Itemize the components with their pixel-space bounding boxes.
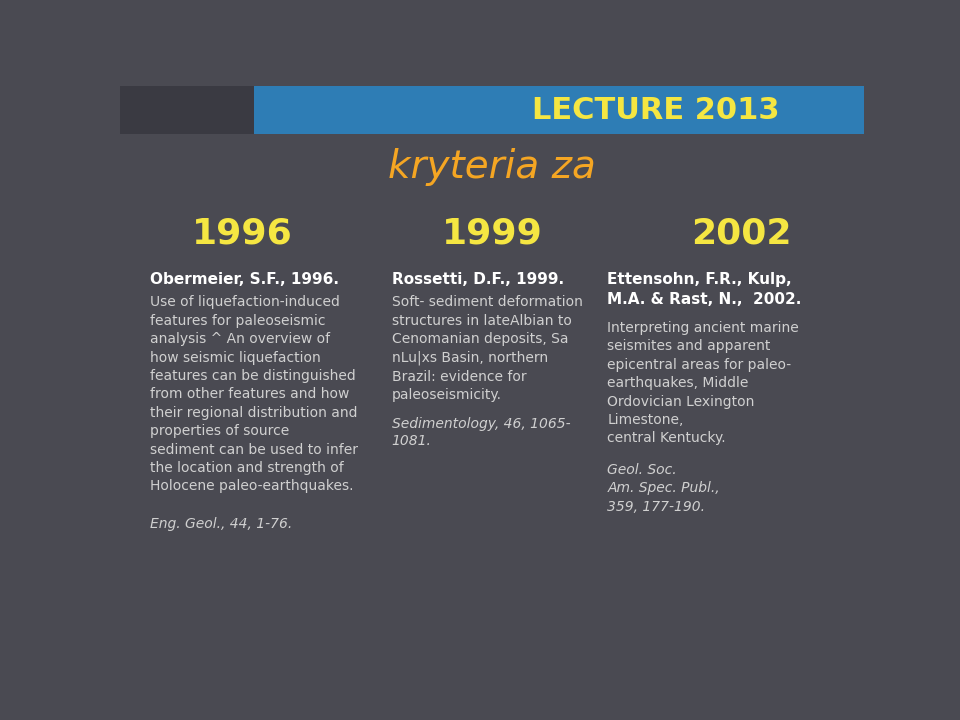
Text: Rossetti, D.F., 1999.: Rossetti, D.F., 1999. (392, 272, 564, 287)
Text: kryteria za: kryteria za (388, 148, 596, 186)
FancyBboxPatch shape (120, 86, 864, 133)
Text: Geol. Soc.
Am. Spec. Publ.,
359, 177-190.: Geol. Soc. Am. Spec. Publ., 359, 177-190… (608, 463, 720, 513)
Text: 2002: 2002 (691, 216, 791, 251)
Text: Use of liquefaction-induced
features for paleoseismic
analysis ^ An overview of
: Use of liquefaction-induced features for… (150, 295, 358, 493)
Text: Ettensohn, F.R., Kulp,
M.A. & Rast, N.,  2002.: Ettensohn, F.R., Kulp, M.A. & Rast, N., … (608, 272, 802, 307)
Text: Interpreting ancient marine
seismites and apparent
epicentral areas for paleo-
e: Interpreting ancient marine seismites an… (608, 321, 799, 445)
Text: Sedimentology, 46, 1065-
1081.: Sedimentology, 46, 1065- 1081. (392, 418, 570, 448)
Text: Obermeier, S.F., 1996.: Obermeier, S.F., 1996. (150, 272, 339, 287)
FancyBboxPatch shape (120, 86, 253, 133)
Text: Soft- sediment deformation
structures in lateAlbian to
Cenomanian deposits, Sa
n: Soft- sediment deformation structures in… (392, 295, 583, 402)
Text: 1999: 1999 (442, 216, 542, 251)
Text: Eng. Geol., 44, 1-76.: Eng. Geol., 44, 1-76. (150, 517, 292, 531)
Text: 1996: 1996 (192, 216, 293, 251)
Text: LECTURE 2013: LECTURE 2013 (532, 96, 780, 125)
